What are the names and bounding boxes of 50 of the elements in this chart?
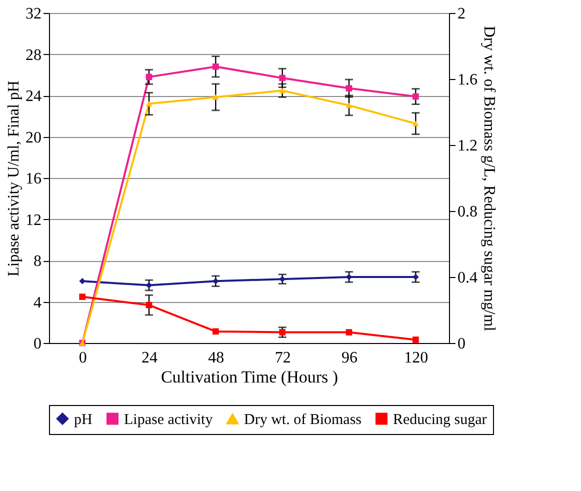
y-tick-label: 16 (26, 170, 42, 188)
x-tick-label: 120 (404, 350, 428, 366)
point (146, 282, 152, 288)
y-tick-label: 0 (34, 336, 42, 352)
point (346, 85, 352, 92)
y-tick-label: 8 (34, 253, 42, 270)
x-tick-label: 0 (78, 350, 87, 366)
x-tick-label: 24 (142, 350, 158, 366)
x-tick-label: 96 (342, 350, 358, 366)
x-tick-label: 48 (208, 350, 224, 366)
x-tick-label: 72 (274, 350, 291, 366)
y2-tick-label: 0 (458, 336, 466, 352)
point (212, 328, 219, 335)
x-axis-title: Cultivation Time (Hours ) (160, 368, 338, 386)
y-tick-label: 12 (26, 212, 42, 229)
point (346, 274, 352, 280)
y-tick-label: 32 (26, 6, 42, 22)
point (279, 329, 286, 336)
legend-label: Lipase activity (124, 412, 214, 428)
legend-label: pH (74, 412, 92, 428)
point (146, 101, 152, 106)
point (412, 120, 419, 126)
legend-label: Reducing sugar (393, 412, 487, 428)
y2-tick-label: 1.2 (458, 138, 478, 154)
y-tick-label: 20 (26, 129, 42, 146)
point (279, 74, 286, 82)
y2-tick-label: 0.4 (458, 270, 478, 286)
point (146, 74, 152, 80)
point (79, 294, 86, 300)
point (212, 63, 219, 70)
point (279, 88, 286, 94)
y2-tick-label: 1.6 (458, 72, 478, 88)
y2-tick-label: 2 (458, 6, 466, 22)
y-tick-label: 24 (26, 88, 42, 105)
y-tick-label: 4 (34, 294, 42, 312)
point (212, 94, 219, 100)
point (412, 336, 419, 343)
point (412, 93, 419, 100)
y2-tick-label: 0.8 (458, 204, 478, 220)
point (279, 276, 286, 282)
point (412, 274, 419, 280)
point (79, 278, 86, 284)
y-axis-title: Lipase activity U/ml, Final pH (6, 80, 22, 276)
point (346, 102, 352, 108)
point (346, 329, 352, 336)
y2-axis-title: Dry wt. of Biomass g/L, Reducing sugar mg/ml (480, 26, 498, 332)
y-tick-label: 28 (26, 46, 42, 64)
point (146, 302, 152, 308)
point (212, 278, 219, 284)
legend-label: Dry wt. of Biomass (244, 412, 362, 428)
